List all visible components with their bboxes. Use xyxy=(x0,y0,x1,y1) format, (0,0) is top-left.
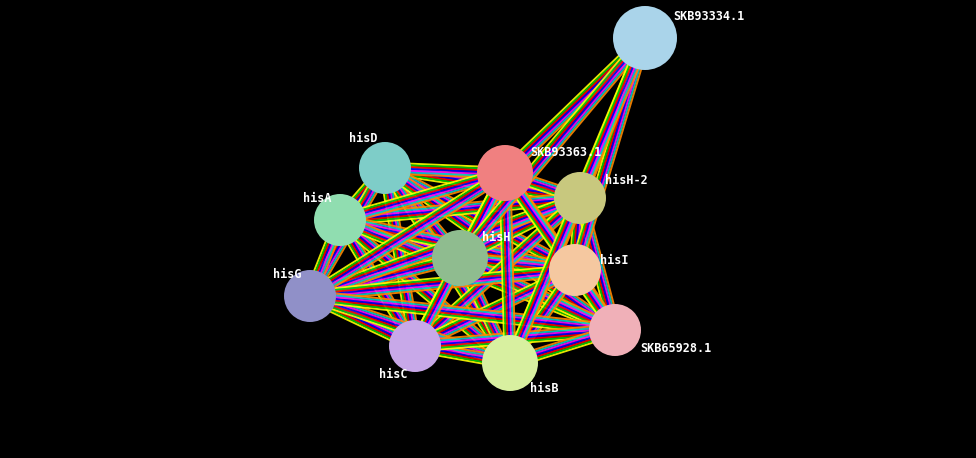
Text: hisC: hisC xyxy=(379,367,407,381)
Circle shape xyxy=(359,142,411,194)
Circle shape xyxy=(477,145,533,201)
Circle shape xyxy=(613,6,677,70)
Text: hisG: hisG xyxy=(273,267,302,280)
Circle shape xyxy=(554,172,606,224)
Circle shape xyxy=(432,230,488,286)
Text: hisB: hisB xyxy=(530,382,558,394)
Circle shape xyxy=(314,194,366,246)
Circle shape xyxy=(482,335,538,391)
Text: hisA: hisA xyxy=(304,191,332,205)
Text: hisH-2: hisH-2 xyxy=(605,174,648,186)
Text: SKB93363.1: SKB93363.1 xyxy=(530,147,601,159)
Circle shape xyxy=(589,304,641,356)
Text: hisI: hisI xyxy=(600,253,629,267)
Circle shape xyxy=(549,244,601,296)
Circle shape xyxy=(389,320,441,372)
Text: SKB93334.1: SKB93334.1 xyxy=(673,10,745,22)
Text: hisH: hisH xyxy=(482,231,510,245)
Circle shape xyxy=(284,270,336,322)
Text: SKB65928.1: SKB65928.1 xyxy=(640,342,712,354)
Text: hisD: hisD xyxy=(348,131,377,145)
